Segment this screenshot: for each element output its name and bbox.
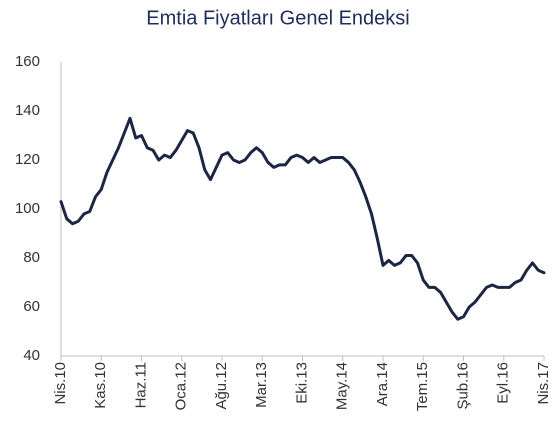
x-tick-label: Eki.13: [293, 362, 310, 404]
x-tick-label: Nis.17: [535, 362, 552, 405]
x-tick-label: Oca.12: [173, 362, 190, 410]
x-tick-label: Mar.13: [253, 362, 270, 408]
chart-title: Emtia Fiyatları Genel Endeksi: [146, 7, 409, 29]
x-tick-label: Nis.10: [52, 362, 69, 405]
x-tick-label: Tem.15: [414, 362, 431, 411]
x-tick-label: Şub.16: [454, 362, 471, 410]
y-tick-label: 160: [15, 53, 40, 70]
x-tick-label: Kas.10: [92, 362, 109, 409]
x-tick-label: Ağu.12: [213, 362, 230, 410]
x-tick-label: Ara.14: [374, 362, 391, 406]
y-tick-label: 100: [15, 200, 40, 217]
data-line: [59, 116, 546, 321]
y-tick-label: 80: [23, 249, 40, 266]
y-tick-label: 60: [23, 298, 40, 315]
y-tick-label: 140: [15, 102, 40, 119]
x-tick-label: Haz.11: [132, 362, 149, 408]
x-tick-label: May.14: [334, 362, 351, 410]
x-tick-label: Eyl.16: [495, 362, 512, 404]
y-tick-label: 40: [23, 347, 40, 364]
y-tick-label: 120: [15, 151, 40, 168]
